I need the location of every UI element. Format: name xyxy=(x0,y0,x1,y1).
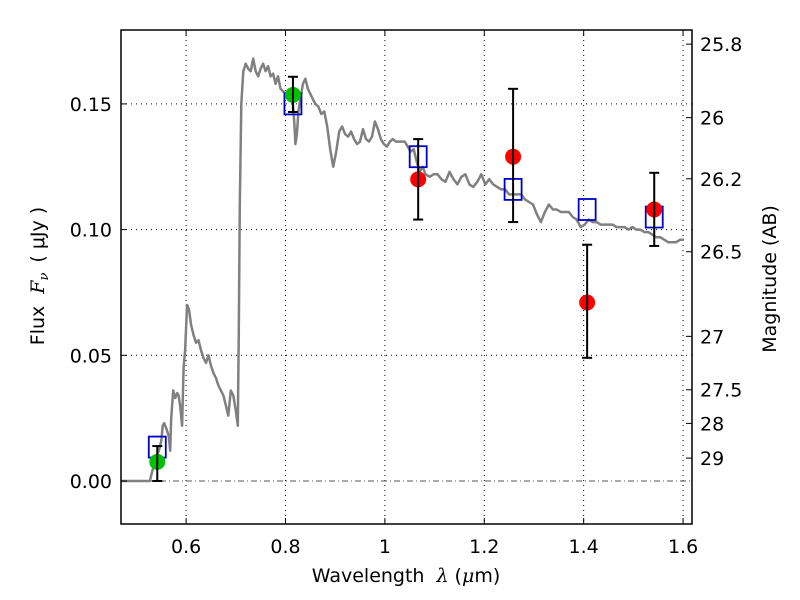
y-axis-label: Flux Fν ( μJy ) xyxy=(27,207,52,345)
x-axis-label: Wavelength λ (μm) xyxy=(312,565,500,587)
x-tick-label: 1 xyxy=(379,536,391,558)
y2-tick-label: 26.2 xyxy=(700,169,742,191)
photometry-point xyxy=(577,198,597,359)
y2-tick-label: 28 xyxy=(700,413,724,435)
y-label-symbol: F xyxy=(27,280,49,295)
model-square xyxy=(577,198,597,221)
y2-tick-label: 27.5 xyxy=(700,380,742,402)
x-label-unit: m) xyxy=(474,565,500,587)
photometry-point xyxy=(283,75,303,116)
x-label-open: ( xyxy=(455,565,462,587)
y2-tick-label: 27 xyxy=(700,326,724,348)
grid xyxy=(121,30,692,524)
y-label-prefix: Flux xyxy=(27,306,49,346)
y2-tick-label: 26.5 xyxy=(700,242,742,264)
y-tick-label: 0.15 xyxy=(70,94,112,116)
y2-tick-label: 25.8 xyxy=(700,34,742,56)
spectrum-group xyxy=(121,57,684,483)
y-axis: 0.00 0.05 0.10 0.15 xyxy=(70,94,127,493)
x-tick-label: 0.8 xyxy=(270,536,300,558)
x-label-mu: μ xyxy=(462,565,474,587)
y-tick-label: 0.00 xyxy=(70,471,112,493)
y-label-sub: ν xyxy=(37,273,52,281)
y2-tick-label: 26 xyxy=(700,108,724,130)
photometry-point xyxy=(147,435,167,483)
x-tick-label: 1.2 xyxy=(469,536,499,558)
y-label-unit: ( μJy ) xyxy=(27,207,49,263)
photometry-group xyxy=(147,75,664,483)
x-axis: 0.6 0.8 1 1.2 1.4 1.6 xyxy=(171,30,698,558)
x-tick-label: 1.4 xyxy=(569,536,599,558)
x-label-prefix: Wavelength xyxy=(312,565,425,587)
y-tick-label: 0.05 xyxy=(70,345,112,367)
photometry-point xyxy=(644,171,664,247)
x-label-symbol: λ xyxy=(435,565,448,587)
y2-axis-label: Magnitude (AB) xyxy=(759,205,781,353)
y2-axis: 25.8 26 26.2 26.5 27 27.5 28 29 xyxy=(686,34,742,470)
photometry-point xyxy=(503,87,523,224)
y2-tick-label: 29 xyxy=(700,448,724,470)
x-tick-label: 0.6 xyxy=(171,536,201,558)
plot-frame xyxy=(120,29,693,525)
x-tick-label: 1.6 xyxy=(668,536,698,558)
spectrum-line xyxy=(121,57,684,483)
y-tick-label: 0.10 xyxy=(70,220,112,242)
photometry-point xyxy=(408,138,428,221)
